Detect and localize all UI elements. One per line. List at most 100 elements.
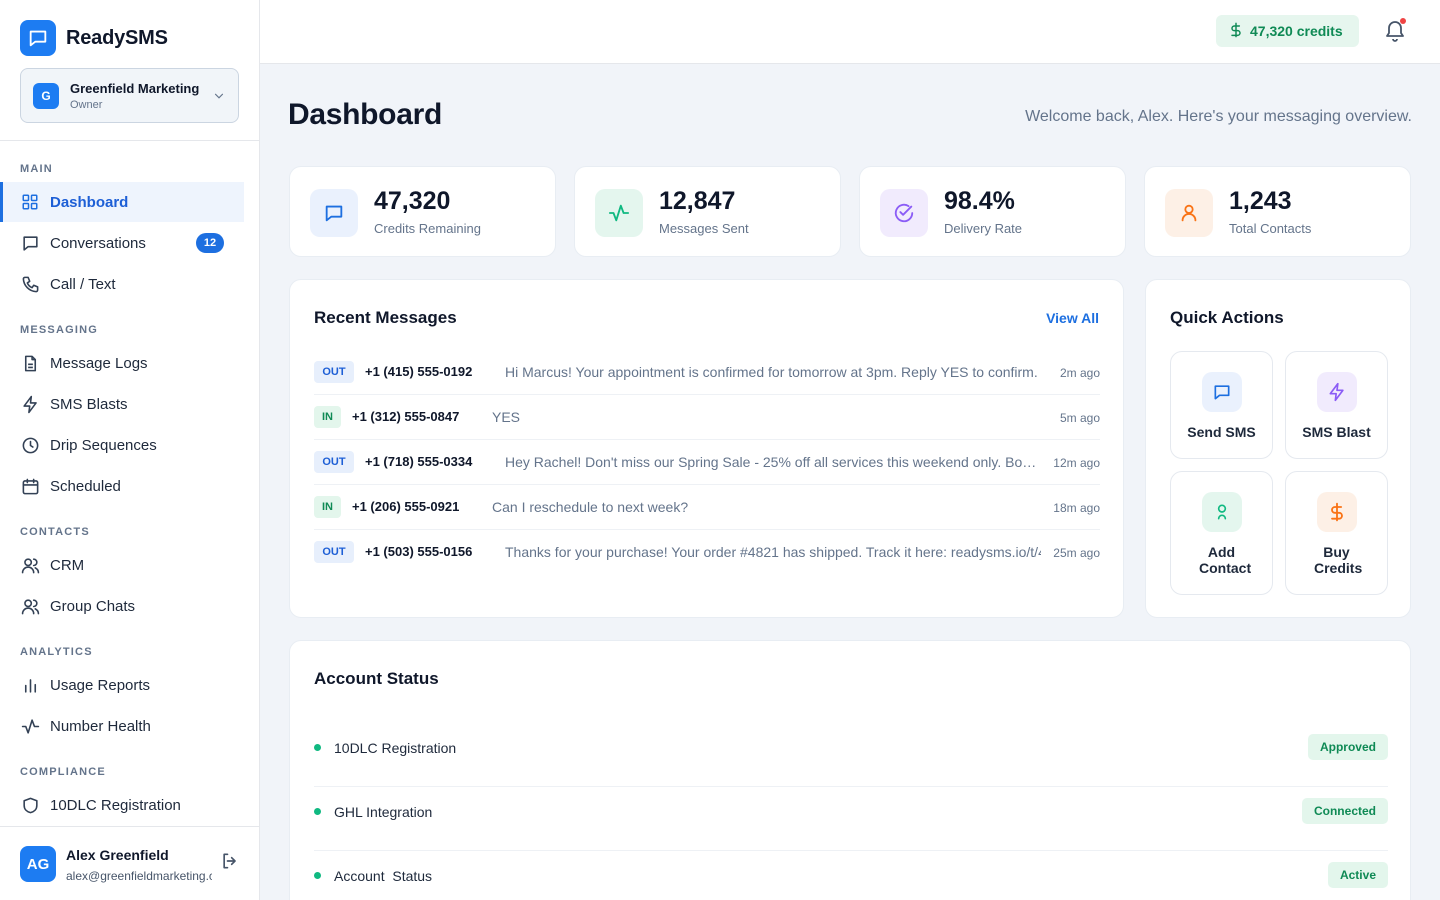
top-bar: 47,320 credits [260, 0, 1440, 64]
view-all-link[interactable]: View All [1046, 310, 1099, 326]
message-phone: +1 (718) 555-0334 [365, 454, 473, 469]
status-name: Account Status [334, 868, 433, 884]
card-title: Account Status [314, 669, 439, 688]
sidebar-item-scheduled[interactable]: Scheduled [0, 466, 244, 506]
quick-action-label: Add Contact [1199, 544, 1252, 576]
sidebar-item-label: CRM [50, 556, 85, 574]
stat-label: Credits Remaining [374, 221, 481, 236]
message-text: YES [492, 409, 521, 425]
message-phone: +1 (415) 555-0192 [365, 364, 473, 379]
unread-count-badge: 12 [196, 233, 224, 253]
sidebar-item-drip-sequences[interactable]: Drip Sequences [0, 425, 244, 465]
message-row[interactable]: OUT +1 (718) 555-0334 Hey Rachel! Don't … [314, 440, 1100, 485]
recent-messages-card: Recent Messages View All OUT +1 (415) 55… [289, 279, 1124, 618]
quick-action-label: SMS Blast [1302, 424, 1371, 440]
message-phone: +1 (206) 555-0921 [352, 499, 460, 514]
add-contact-button[interactable]: Add Contact [1170, 471, 1273, 595]
zap-icon [1317, 372, 1357, 412]
org-role: Owner [70, 98, 103, 111]
stat-value: 1,243 [1229, 187, 1292, 215]
sidebar-item-call-text[interactable]: Call / Text [0, 264, 244, 304]
sidebar-item-number-health[interactable]: Number Health [0, 706, 244, 746]
direction-badge: OUT [314, 361, 354, 383]
status-name: 10DLC Registration [334, 740, 457, 756]
status-row: GHL Integration Connected [314, 787, 1388, 851]
nav-section-contacts: CONTACTS [20, 526, 90, 538]
sidebar-item-usage-reports[interactable]: Usage Reports [0, 665, 244, 705]
activity-icon [20, 716, 40, 736]
check-circle-icon [880, 189, 928, 237]
message-text: Hey Rachel! Don't miss our Spring Sale -… [505, 454, 1039, 470]
activity-icon [595, 189, 643, 237]
message-phone: +1 (312) 555-0847 [352, 409, 460, 424]
logout-icon[interactable] [220, 851, 240, 871]
direction-badge: IN [314, 406, 341, 428]
bell-icon[interactable] [1383, 19, 1407, 43]
brand[interactable]: ReadySMS [20, 20, 168, 56]
stat-card-messages-sent: 12,847 Messages Sent [574, 166, 841, 257]
sidebar-item-label: Message Logs [50, 354, 148, 372]
sidebar-item-label: SMS Blasts [50, 395, 128, 413]
dollar-icon [1317, 492, 1357, 532]
status-row: Account Status Active [314, 851, 1388, 900]
stat-value: 47,320 [374, 187, 451, 215]
send-sms-button[interactable]: Send SMS [1170, 351, 1273, 459]
avatar: AG [20, 846, 56, 882]
sms-blast-button[interactable]: SMS Blast [1285, 351, 1388, 459]
message-phone: +1 (503) 555-0156 [365, 544, 473, 559]
status-row: 10DLC Registration Approved [314, 723, 1388, 787]
nav-section-messaging: MESSAGING [20, 324, 99, 336]
org-avatar: G [33, 82, 59, 109]
message-square-icon [20, 233, 40, 253]
status-dot [314, 808, 321, 815]
user-name: Alex Greenfield [66, 847, 169, 863]
phone-icon [20, 274, 40, 294]
sidebar-item-label: Conversations [50, 234, 146, 252]
buy-credits-button[interactable]: Buy Credits [1285, 471, 1388, 595]
users-icon [20, 596, 40, 616]
sidebar-item-group-chats[interactable]: Group Chats [0, 586, 244, 626]
message-square-icon [1202, 372, 1242, 412]
status-dot [314, 872, 321, 879]
shield-icon [20, 795, 40, 815]
status-badge: Connected [1301, 798, 1388, 824]
nav-section-main: MAIN [20, 163, 53, 175]
message-row[interactable]: OUT +1 (503) 555-0156 Thanks for your pu… [314, 530, 1100, 575]
status-badge: Approved [1307, 734, 1388, 760]
org-switcher[interactable]: G Greenfield Marketing Owner [20, 68, 239, 123]
user-profile[interactable]: AG Alex Greenfield alex@greenfieldmarket… [0, 826, 259, 900]
credits-label: 47,320 credits [1250, 23, 1343, 39]
sidebar-item-conversations[interactable]: Conversations 12 [0, 223, 244, 263]
message-row[interactable]: OUT +1 (415) 555-0192 Hi Marcus! Your ap… [314, 350, 1100, 395]
direction-badge: OUT [314, 451, 354, 473]
message-row[interactable]: IN +1 (206) 555-0921 Can I reschedule to… [314, 485, 1100, 530]
app-name: ReadySMS [66, 26, 168, 49]
sidebar-divider [0, 140, 259, 141]
sidebar-item-label: Number Health [50, 717, 151, 735]
credits-balance-pill[interactable]: 47,320 credits [1216, 15, 1359, 47]
sidebar-item-label: Call / Text [50, 275, 116, 293]
notification-dot [1400, 18, 1406, 24]
stat-label: Delivery Rate [944, 221, 1023, 236]
stat-card-total-contacts: 1,243 Total Contacts [1144, 166, 1411, 257]
sidebar: ReadySMS G Greenfield Marketing Owner MA… [0, 0, 260, 900]
sidebar-item-message-logs[interactable]: Message Logs [0, 343, 244, 383]
chat-bubble-icon [20, 20, 56, 56]
welcome-text: Welcome back, Alex. Here's your messagin… [1025, 108, 1412, 125]
quick-action-label: Send SMS [1187, 424, 1256, 440]
message-text: Hi Marcus! Your appointment is confirmed… [505, 364, 1038, 380]
sidebar-item-label: Dashboard [50, 193, 129, 211]
status-dot [314, 744, 321, 751]
bar-chart-icon [20, 675, 40, 695]
page-title: Dashboard [288, 98, 442, 131]
sidebar-item-dashboard[interactable]: Dashboard [0, 182, 244, 222]
message-time: 12m ago [1053, 456, 1100, 470]
sidebar-item-label: Group Chats [50, 597, 136, 615]
user-email: alex@greenfieldmarketing.com [66, 869, 212, 883]
message-row[interactable]: IN +1 (312) 555-0847 YES 5m ago [314, 395, 1100, 440]
sidebar-item-crm[interactable]: CRM [0, 545, 244, 585]
sidebar-item-10dlc-registration[interactable]: 10DLC Registration [0, 785, 244, 825]
sidebar-item-sms-blasts[interactable]: SMS Blasts [0, 384, 244, 424]
sidebar-item-label: 10DLC Registration [50, 796, 181, 814]
status-name: GHL Integration [334, 804, 433, 820]
